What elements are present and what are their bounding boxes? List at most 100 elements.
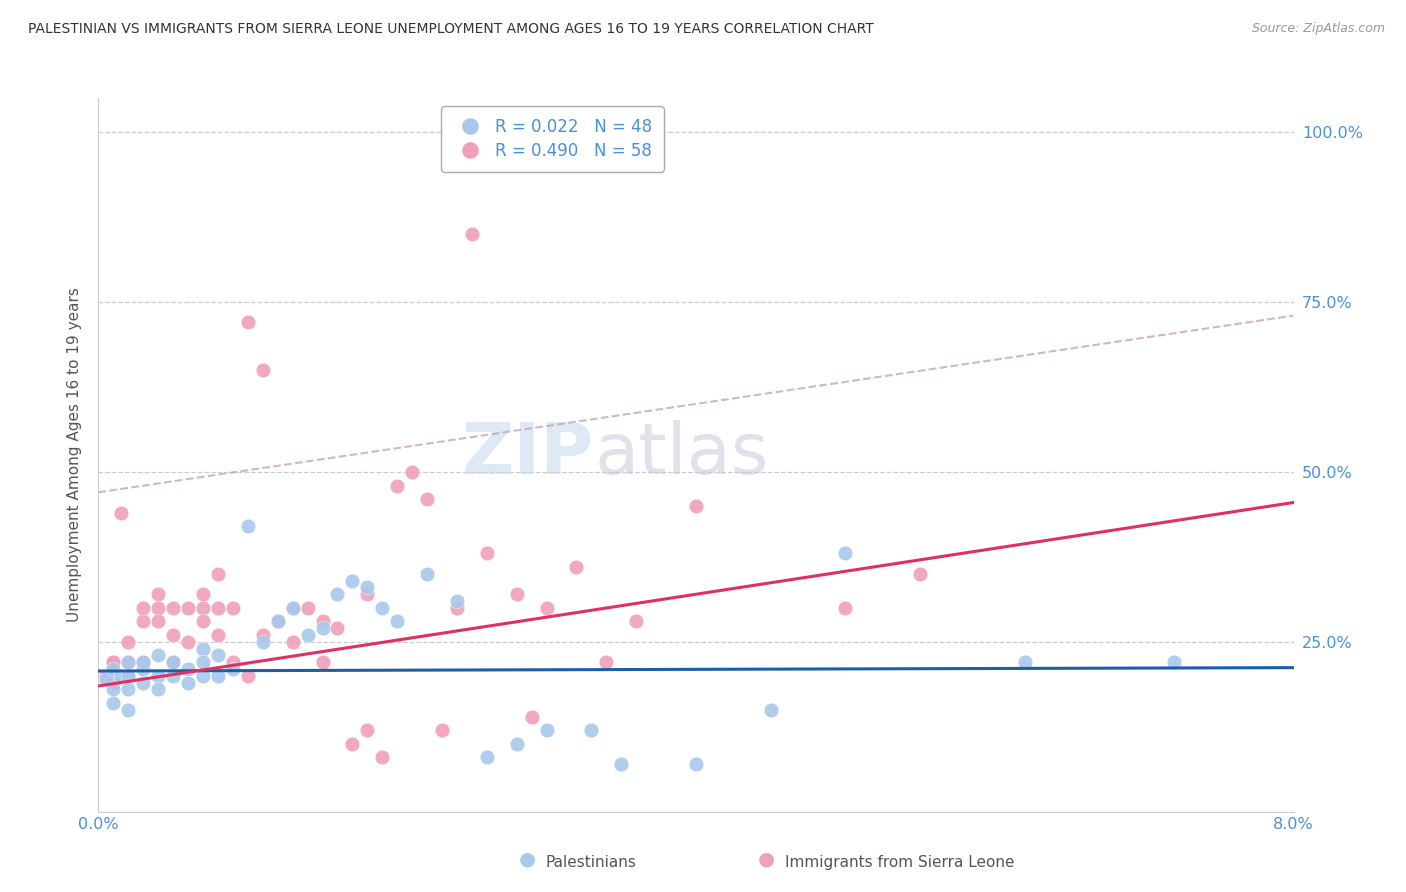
Point	[132, 615, 155, 629]
Point	[148, 615, 170, 629]
Text: Palestinians: Palestinians	[546, 855, 636, 870]
Point	[191, 641, 214, 656]
Point	[252, 363, 274, 377]
Point	[506, 737, 529, 751]
Point	[624, 615, 647, 629]
Point	[177, 600, 200, 615]
Point	[132, 655, 155, 669]
Point	[371, 600, 394, 615]
Point	[191, 587, 214, 601]
Point	[117, 669, 139, 683]
Text: ●: ●	[758, 850, 775, 869]
Point	[356, 723, 378, 738]
Point	[132, 655, 155, 669]
Point	[475, 546, 498, 560]
Point	[117, 682, 139, 697]
Point	[191, 615, 214, 629]
Point	[446, 600, 468, 615]
Point	[610, 757, 633, 772]
Point	[311, 615, 333, 629]
Point	[520, 709, 543, 723]
Text: ZIP: ZIP	[463, 420, 595, 490]
Point	[581, 723, 603, 738]
Point	[162, 655, 184, 669]
Point	[177, 662, 200, 676]
Point	[117, 703, 139, 717]
Text: ●: ●	[519, 850, 536, 869]
Point	[297, 628, 319, 642]
Point	[236, 669, 259, 683]
Point	[148, 669, 170, 683]
Point	[565, 560, 588, 574]
Point	[207, 566, 229, 581]
Point	[222, 600, 245, 615]
Point	[162, 669, 184, 683]
Point	[506, 587, 529, 601]
Point	[103, 696, 125, 710]
Point	[536, 600, 558, 615]
Point	[759, 703, 782, 717]
Point	[148, 648, 170, 663]
Y-axis label: Unemployment Among Ages 16 to 19 years: Unemployment Among Ages 16 to 19 years	[66, 287, 82, 623]
Point	[191, 600, 214, 615]
Point	[281, 600, 304, 615]
Point	[191, 655, 214, 669]
Point	[207, 600, 229, 615]
Point	[177, 635, 200, 649]
Point	[110, 506, 132, 520]
Point	[103, 655, 125, 669]
Text: PALESTINIAN VS IMMIGRANTS FROM SIERRA LEONE UNEMPLOYMENT AMONG AGES 16 TO 19 YEA: PALESTINIAN VS IMMIGRANTS FROM SIERRA LE…	[28, 22, 875, 37]
Point	[162, 628, 184, 642]
Legend: R = 0.022   N = 48, R = 0.490   N = 58: R = 0.022 N = 48, R = 0.490 N = 58	[441, 106, 664, 171]
Point	[281, 635, 304, 649]
Point	[207, 669, 229, 683]
Point	[94, 672, 117, 686]
Point	[222, 655, 245, 669]
Point	[132, 662, 155, 676]
Point	[236, 315, 259, 329]
Point	[148, 682, 170, 697]
Point	[342, 574, 364, 588]
Point	[103, 655, 125, 669]
Point	[416, 566, 439, 581]
Point	[297, 600, 319, 615]
Point	[132, 675, 155, 690]
Point	[162, 600, 184, 615]
Point	[834, 600, 856, 615]
Point	[94, 669, 117, 683]
Point	[117, 635, 139, 649]
Point	[267, 615, 290, 629]
Point	[326, 587, 349, 601]
Point	[148, 600, 170, 615]
Point	[252, 635, 274, 649]
Point	[446, 594, 468, 608]
Point	[117, 669, 139, 683]
Point	[326, 621, 349, 635]
Point	[117, 655, 139, 669]
Point	[401, 465, 423, 479]
Text: Source: ZipAtlas.com: Source: ZipAtlas.com	[1251, 22, 1385, 36]
Point	[385, 478, 409, 492]
Point	[595, 655, 617, 669]
Point	[103, 675, 125, 690]
Point	[430, 723, 453, 738]
Point	[132, 600, 155, 615]
Point	[191, 669, 214, 683]
Point	[342, 737, 364, 751]
Point	[222, 662, 245, 676]
Point	[536, 723, 558, 738]
Text: Immigrants from Sierra Leone: Immigrants from Sierra Leone	[785, 855, 1015, 870]
Point	[385, 615, 409, 629]
Point	[207, 648, 229, 663]
Point	[356, 581, 378, 595]
Point	[267, 615, 290, 629]
Point	[475, 750, 498, 764]
Point	[461, 227, 484, 241]
Point	[103, 682, 125, 697]
Point	[117, 655, 139, 669]
Point	[685, 499, 707, 513]
Point	[685, 757, 707, 772]
Point	[371, 750, 394, 764]
Point	[416, 492, 439, 507]
Point	[834, 546, 856, 560]
